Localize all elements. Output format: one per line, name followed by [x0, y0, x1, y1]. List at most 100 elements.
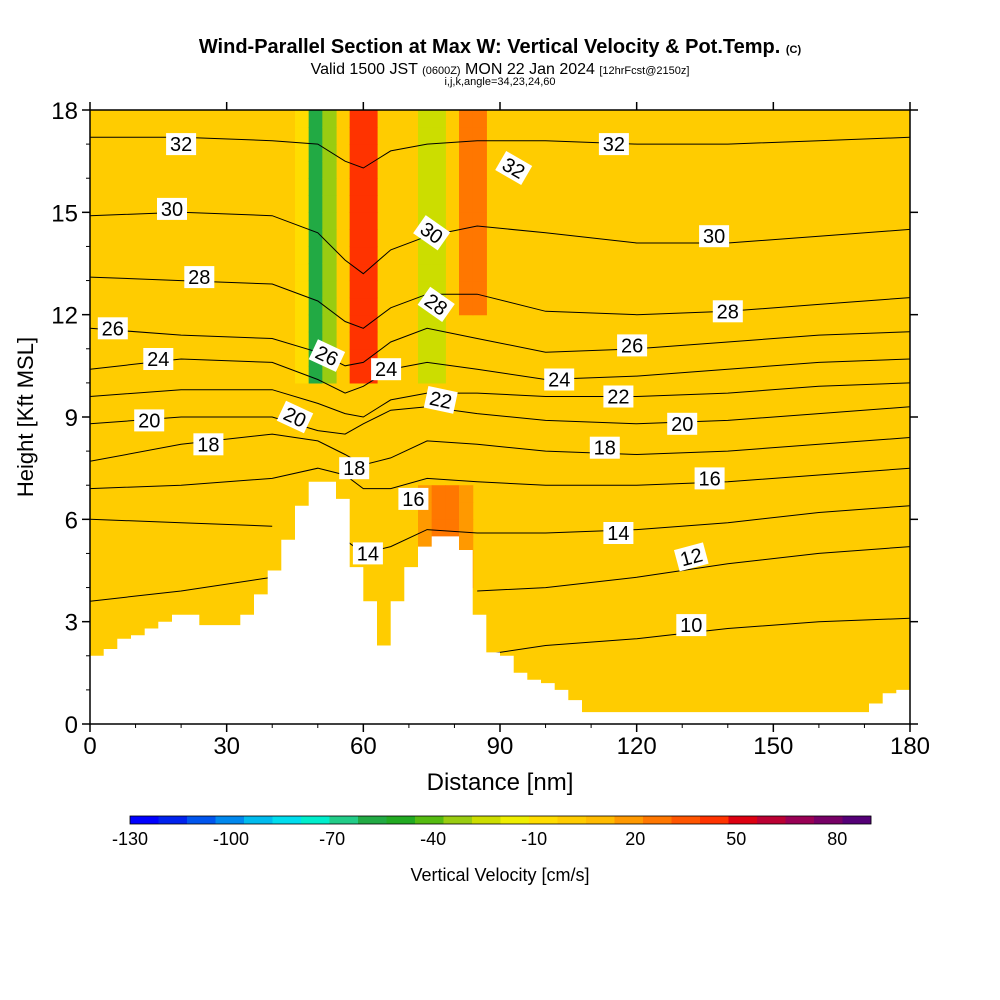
- colorbar-swatch: [386, 816, 416, 824]
- colorbar-swatch: [301, 816, 330, 824]
- field-cell: [363, 280, 378, 299]
- field-cell: [322, 212, 337, 230]
- colorbar-swatch: [130, 816, 159, 824]
- field-cell: [363, 263, 378, 282]
- contour-label-text: 26: [621, 335, 643, 357]
- field-cell: [349, 110, 364, 128]
- colorbar-swatch: [700, 816, 729, 824]
- y-axis-label: Height [Kft MSL]: [13, 337, 38, 497]
- isentrope-28: [89, 276, 911, 329]
- colorbar-swatch: [586, 816, 615, 824]
- contour-label-text: 20: [138, 410, 160, 432]
- contour-label-box: [676, 614, 707, 637]
- field-cell: [459, 280, 474, 299]
- colorbar-swatch: [329, 816, 359, 824]
- field-cell: [308, 280, 323, 299]
- colorbar-swatch: [472, 816, 501, 824]
- contour-label-text: 30: [703, 226, 725, 248]
- y-tick-label: 3: [65, 610, 78, 637]
- field-cell: [418, 314, 433, 333]
- contour-label-26: 26: [308, 339, 346, 372]
- colorbar-swatch: [415, 816, 444, 824]
- contour-label-text: 32: [603, 134, 625, 156]
- field-cell: [295, 348, 310, 367]
- x-tick-label: 90: [487, 733, 514, 760]
- contour-label-text: 24: [147, 349, 169, 371]
- colorbar-swatch: [728, 816, 758, 824]
- field-cell: [459, 246, 474, 265]
- chart-title: Wind-Parallel Section at Max W: Vertical…: [198, 36, 802, 58]
- field-cell: [349, 365, 364, 384]
- field-cell: [349, 229, 364, 248]
- field-cell: [472, 195, 487, 213]
- field-cell: [431, 502, 446, 520]
- x-tick-label: 0: [83, 733, 96, 760]
- field-cell: [308, 110, 323, 128]
- contour-label-box: [413, 215, 451, 251]
- field-cell: [308, 127, 323, 145]
- contour-label-32: 32: [598, 133, 629, 156]
- field-cell: [418, 519, 433, 537]
- contour-label-box: [712, 300, 743, 323]
- field-cell: [472, 144, 487, 162]
- contour-label-box: [184, 266, 215, 289]
- field-cell: [295, 314, 310, 333]
- contour-label-text: 18: [594, 438, 616, 460]
- field-cell: [472, 246, 487, 265]
- colorbar-swatch: [358, 816, 387, 824]
- field-cell: [459, 161, 474, 179]
- field-cell: [459, 212, 474, 230]
- field-cell: [459, 297, 474, 316]
- field-cell: [322, 127, 337, 145]
- field-cell: [295, 246, 310, 265]
- field-cell: [472, 110, 487, 128]
- field-cell: [308, 314, 323, 333]
- colorbar-swatch: [215, 816, 245, 824]
- contour-label-box: [166, 133, 197, 156]
- contour-label-box: [134, 409, 165, 432]
- field-cell: [308, 365, 323, 384]
- contour-label-18: 18: [339, 457, 370, 480]
- field-cell: [459, 144, 474, 162]
- colorbar-swatch: [158, 816, 188, 824]
- field-cell: [459, 502, 474, 520]
- field-cell: [322, 144, 337, 162]
- contour-label-box: [617, 334, 648, 357]
- field-cell: [295, 297, 310, 316]
- contour-label-28: 28: [712, 300, 743, 323]
- field-cell: [363, 178, 378, 196]
- contour-label-26: 26: [617, 334, 648, 357]
- contour-label-box: [352, 542, 383, 565]
- contour-label-text: 16: [402, 489, 424, 511]
- field-cell: [308, 195, 323, 213]
- field-cell: [363, 110, 378, 128]
- contour-label-14: 14: [352, 542, 383, 565]
- field-cell: [295, 229, 310, 248]
- field-cell: [363, 144, 378, 162]
- field-cell: [459, 229, 474, 248]
- field-cell: [431, 161, 446, 179]
- field-cell: [472, 178, 487, 196]
- field-cell: [472, 297, 487, 316]
- field-cell: [472, 229, 487, 248]
- contour-label-box: [143, 348, 174, 370]
- x-tick-label: 60: [350, 733, 377, 760]
- x-tick-label: 120: [617, 733, 657, 760]
- contour-label-text: 20: [671, 414, 693, 436]
- colorbar-swatch: [643, 816, 672, 824]
- colorbar-tick-label: 20: [625, 829, 645, 849]
- contour-label-box: [371, 358, 402, 381]
- field-cell: [349, 195, 364, 213]
- field-cell: [322, 178, 337, 196]
- field-cell: [418, 144, 433, 162]
- chart-subtitle: i,j,k,angle=34,23,24,60: [444, 76, 556, 88]
- field-cell: [445, 519, 460, 537]
- y-tick-label: 6: [65, 507, 78, 534]
- field-cell: [363, 195, 378, 213]
- field-cell: [431, 365, 446, 384]
- contour-label-16: 16: [694, 467, 725, 490]
- contour-label-text: 26: [102, 318, 124, 340]
- contour-label-box: [673, 542, 709, 572]
- contour-label-20: 20: [667, 412, 698, 436]
